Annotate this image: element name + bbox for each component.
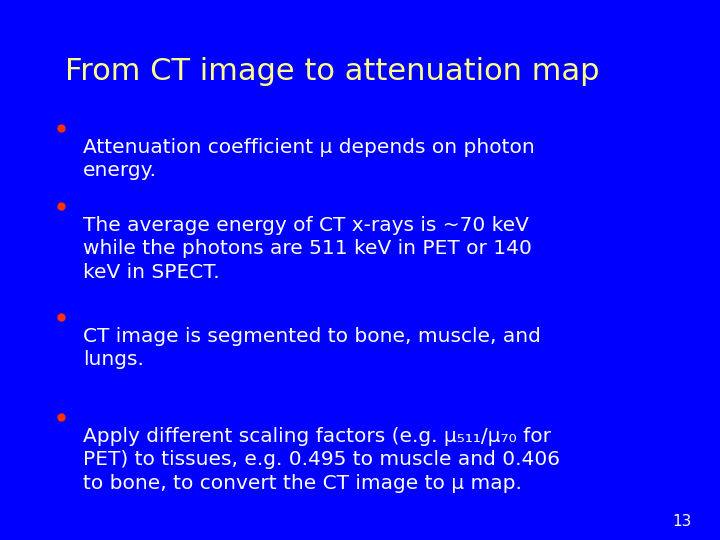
Text: 13: 13 (672, 514, 691, 529)
Text: Apply different scaling factors (e.g. μ₅₁₁/μ₇₀ for
PET) to tissues, e.g. 0.495 t: Apply different scaling factors (e.g. μ₅… (83, 427, 560, 492)
Text: From CT image to attenuation map: From CT image to attenuation map (65, 57, 599, 86)
Text: The average energy of CT x-rays is ~70 keV
while the photons are 511 keV in PET : The average energy of CT x-rays is ~70 k… (83, 216, 531, 282)
Text: CT image is segmented to bone, muscle, and
lungs.: CT image is segmented to bone, muscle, a… (83, 327, 541, 369)
Text: Attenuation coefficient μ depends on photon
energy.: Attenuation coefficient μ depends on pho… (83, 138, 534, 180)
